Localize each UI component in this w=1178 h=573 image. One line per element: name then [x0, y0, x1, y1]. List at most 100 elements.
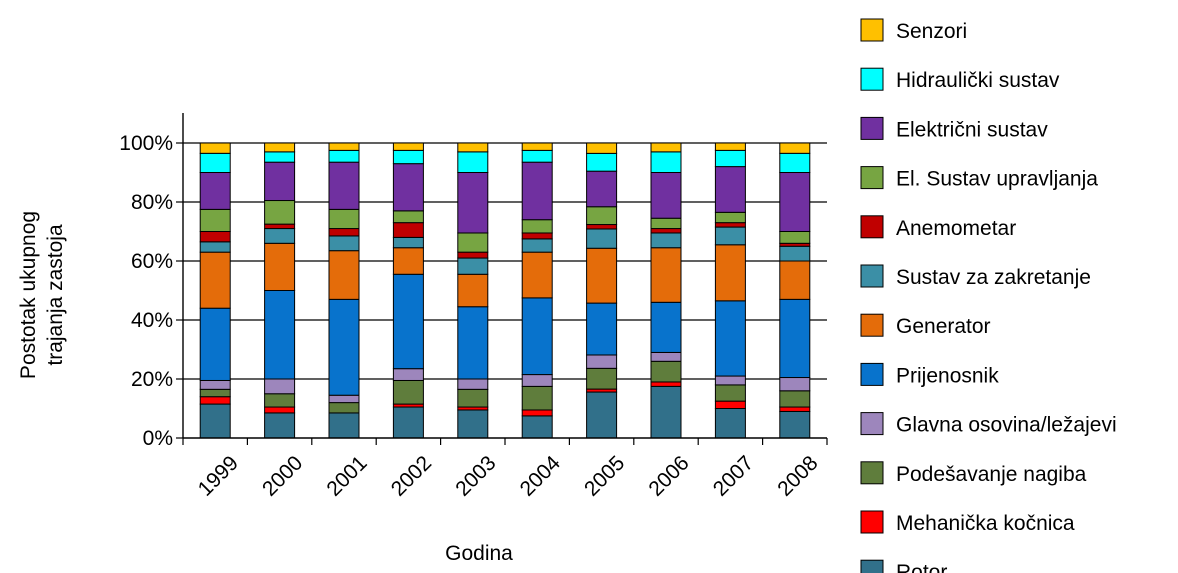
bar-segment — [714, 211, 746, 224]
bar-segment — [199, 172, 231, 210]
y-axis-title: Postotak ukupnog trajanja zastoja — [17, 211, 67, 379]
legend-swatch — [860, 559, 884, 573]
bar-segment — [264, 228, 296, 244]
bar-segment — [199, 403, 231, 439]
bar-segment — [457, 306, 489, 380]
bar-segment — [779, 231, 811, 244]
bar-segment — [264, 223, 296, 230]
bar-segment — [264, 393, 296, 408]
legend-swatch — [860, 166, 884, 190]
y-axis-title-line: Postotak ukupnog — [17, 211, 40, 379]
legend-swatch — [860, 412, 884, 436]
bar-segment — [650, 232, 682, 249]
legend-label: Glavna osovina/ležajevi — [896, 414, 1117, 437]
bar-segment — [521, 149, 553, 163]
y-tick-labels: 0% 20% 40% 60% 80% 100% — [119, 132, 183, 450]
bar-segment — [199, 152, 231, 173]
bar-segment — [328, 394, 360, 404]
legend-swatch — [860, 313, 884, 337]
bar-segment — [328, 228, 360, 237]
bar-segment — [264, 290, 296, 380]
bar-segment — [714, 142, 746, 151]
bar-segment — [779, 390, 811, 408]
y-tick-label: 80% — [131, 191, 173, 214]
bar-segment — [714, 408, 746, 439]
bar-segment — [521, 251, 553, 299]
x-tick-label: 2000 — [258, 451, 307, 500]
bar-segment — [392, 368, 424, 381]
bar-segment — [521, 374, 553, 387]
bar-segment — [199, 379, 231, 390]
bar-segment — [328, 235, 360, 252]
bar-segment — [779, 377, 811, 392]
bar-segment — [264, 406, 296, 414]
bar-segment — [586, 302, 618, 356]
x-tick-label: 2004 — [516, 451, 566, 501]
bar-segment — [521, 297, 553, 376]
bar-segment — [521, 238, 553, 253]
bar-segment — [714, 384, 746, 402]
bar-segment — [650, 301, 682, 353]
bar-segment — [392, 222, 424, 238]
bar-segment — [779, 152, 811, 173]
bar-segment — [328, 161, 360, 210]
x-tick-label: 2002 — [387, 451, 436, 500]
bar-segment — [586, 367, 618, 390]
bar-segment — [714, 166, 746, 213]
bar-segment — [264, 378, 296, 395]
bar-segment — [392, 236, 424, 249]
bar-segment — [264, 151, 296, 163]
bar-segment — [521, 415, 553, 439]
x-axis-title: Godina — [445, 542, 513, 565]
bar-segment — [328, 208, 360, 230]
bar-segment — [264, 242, 296, 292]
y-axis-title-line: trajanja zastoja — [44, 224, 67, 366]
x-tick-label: 2001 — [322, 451, 371, 500]
bar-segment — [586, 224, 618, 230]
bar-segment — [392, 142, 424, 151]
legend-swatch — [860, 67, 884, 91]
bar-segment — [714, 244, 746, 302]
bar-segment — [264, 412, 296, 439]
bar-segment — [714, 400, 746, 409]
bar-segment — [586, 206, 618, 226]
bar-segment — [392, 163, 424, 212]
bar-segment — [779, 172, 811, 232]
bar-segment — [457, 409, 489, 439]
bar-segment — [650, 151, 682, 174]
bar-segment — [328, 412, 360, 439]
bar-segment — [457, 142, 489, 153]
bar-segment — [714, 375, 746, 386]
bar-segment — [779, 260, 811, 300]
bar-segment — [392, 149, 424, 165]
bar-segment — [199, 241, 231, 253]
bar-segment — [457, 251, 489, 259]
legend-label: Anemometar — [896, 217, 1016, 240]
bar-segment — [199, 142, 231, 154]
bar-segment — [650, 172, 682, 219]
legend-label: Podešavanje nagiba — [896, 463, 1087, 486]
legend-label: Prijenosnik — [896, 364, 999, 387]
legend-label: El. Sustav upravljanja — [896, 168, 1098, 191]
bar-segment — [457, 273, 489, 308]
bar-segment — [714, 300, 746, 377]
bar-segment — [586, 142, 618, 154]
bar-segment — [779, 406, 811, 412]
bar-segment — [392, 406, 424, 439]
bar-segment — [521, 219, 553, 234]
bar-segment — [199, 231, 231, 243]
bar-segment — [199, 307, 231, 381]
legend-swatch — [860, 362, 884, 386]
bar-segment — [264, 200, 296, 225]
legend-swatch — [860, 116, 884, 140]
bar-segment — [650, 217, 682, 230]
bar-segment — [392, 273, 424, 370]
bar-segment — [650, 360, 682, 383]
bar-segment — [714, 222, 746, 228]
bar-segment — [779, 245, 811, 262]
bar-segment — [328, 402, 360, 414]
bar-segment — [650, 228, 682, 234]
x-tick-label: 1999 — [194, 451, 243, 500]
legend-swatch — [860, 264, 884, 288]
